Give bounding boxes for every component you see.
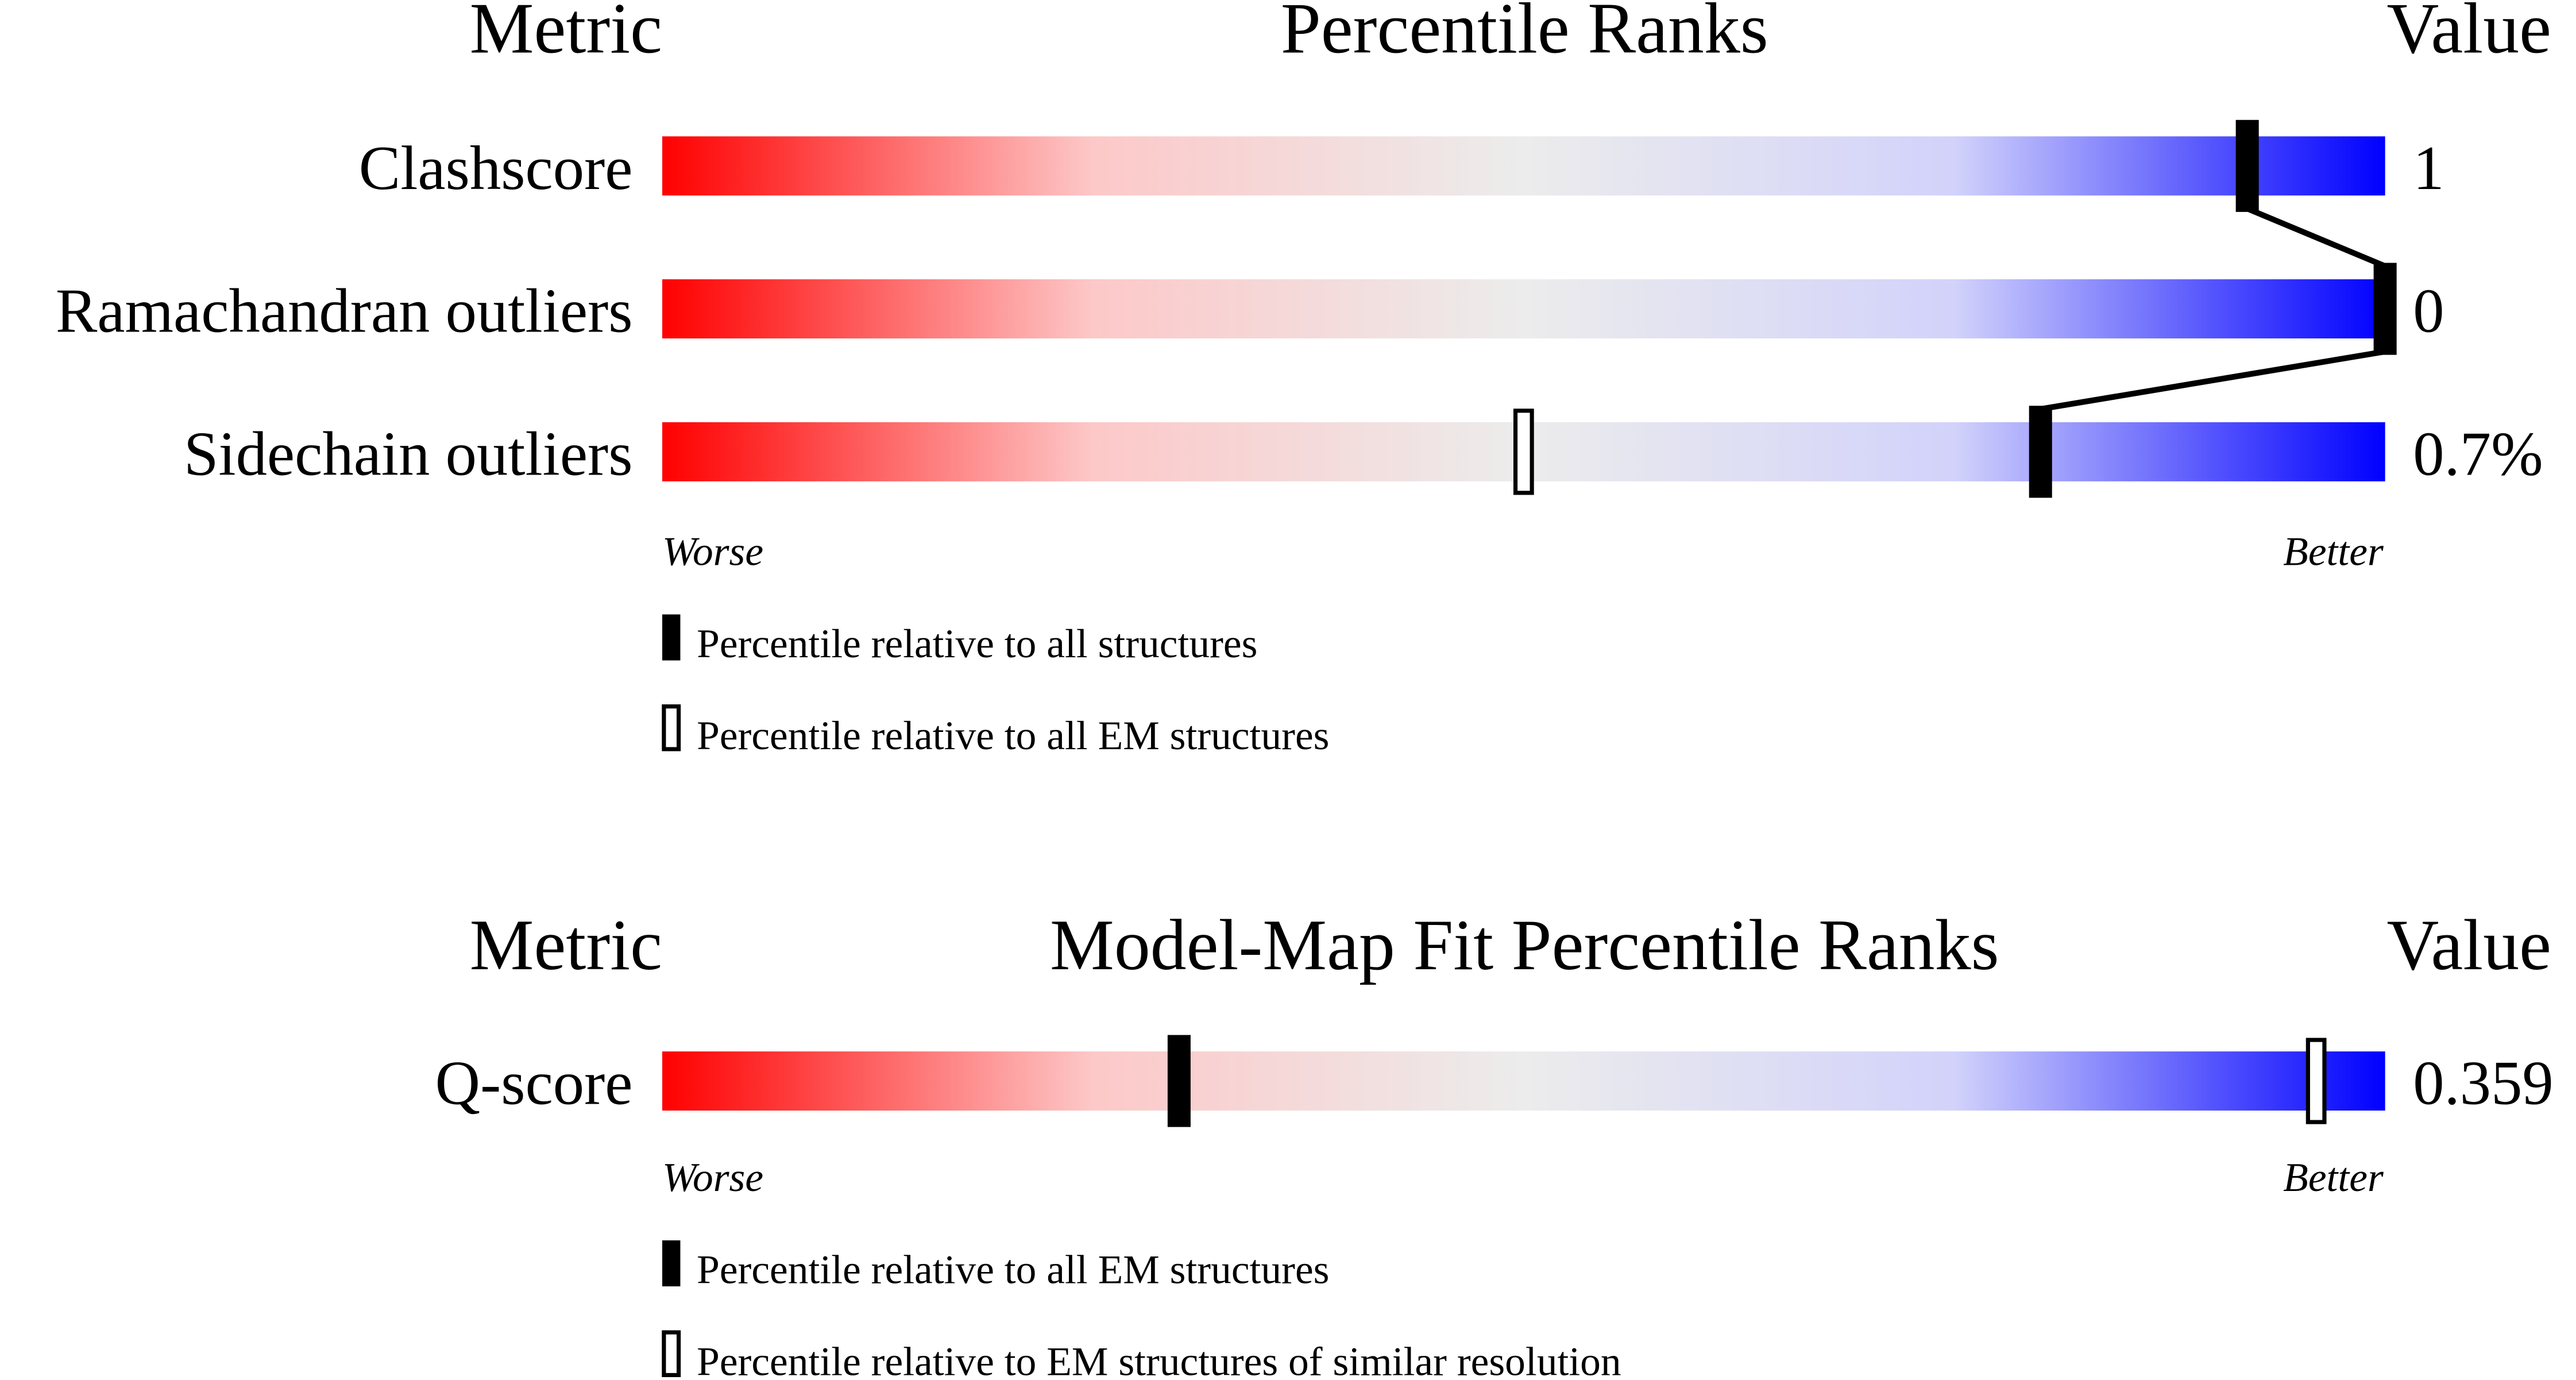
better-label-2: Better bbox=[2283, 1155, 2384, 1200]
metric-header-2: Metric bbox=[470, 905, 662, 985]
legend-filled-label: Percentile relative to all structures bbox=[697, 621, 1257, 666]
legend-filled-marker bbox=[662, 614, 681, 661]
worse-label-2: Worse bbox=[662, 1155, 763, 1200]
connector-line bbox=[2040, 349, 2386, 412]
metric-label: Ramachandran outliers bbox=[56, 276, 633, 346]
marker-hollow bbox=[2305, 1038, 2327, 1124]
percentile-bar bbox=[662, 1051, 2385, 1111]
legend-hollow-marker-2 bbox=[662, 1330, 681, 1377]
chart-title: Percentile Ranks bbox=[1281, 0, 1768, 69]
marker-filled bbox=[2029, 406, 2052, 498]
metric-label: Sidechain outliers bbox=[184, 419, 633, 488]
better-label: Better bbox=[2283, 529, 2384, 575]
legend-hollow-label: Percentile relative to all EM structures bbox=[697, 713, 1329, 758]
legend-filled-label-2: Percentile relative to all EM structures bbox=[697, 1247, 1329, 1292]
marker-hollow bbox=[1513, 408, 1534, 495]
metric-label: Clashscore bbox=[359, 133, 633, 203]
metric-value: 0.359 bbox=[2413, 1049, 2553, 1118]
value-header-2: Value bbox=[2387, 905, 2551, 985]
metric-value: 1 bbox=[2413, 133, 2444, 203]
legend-filled-marker-2 bbox=[662, 1240, 681, 1287]
metric-label: Q-score bbox=[435, 1049, 633, 1118]
rows-panel-2: Q-score 0.359 bbox=[435, 1035, 2554, 1127]
legend-hollow-label-2: Percentile relative to EM structures of … bbox=[697, 1339, 1621, 1380]
value-header: Value bbox=[2387, 0, 2551, 69]
percentile-bar bbox=[662, 136, 2385, 196]
marker-filled bbox=[2235, 120, 2259, 212]
rows-panel-1: Clashscore 1 Ramachandran outliers 0 Sidecha… bbox=[56, 120, 2543, 498]
chart-title-2: Model-Map Fit Percentile Ranks bbox=[1050, 905, 1999, 985]
metric-header: Metric bbox=[470, 0, 662, 69]
percentile-bar bbox=[662, 279, 2385, 339]
marker-filled bbox=[2373, 263, 2397, 355]
connector-line bbox=[2246, 206, 2386, 269]
metric-value: 0 bbox=[2413, 276, 2444, 346]
metric-value: 0.7% bbox=[2413, 419, 2543, 488]
worse-label: Worse bbox=[662, 529, 763, 575]
legend-hollow-marker bbox=[662, 704, 681, 751]
marker-filled bbox=[1167, 1035, 1191, 1127]
